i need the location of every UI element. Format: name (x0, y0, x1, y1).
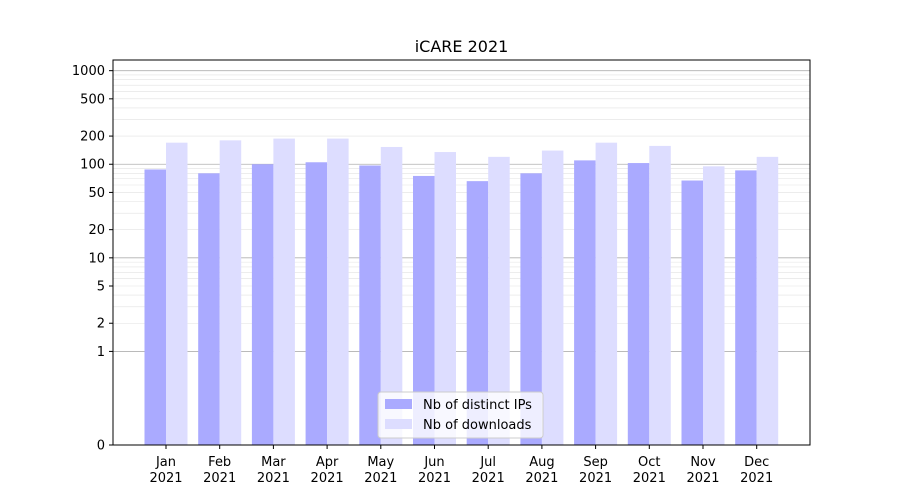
x-tick-label: Oct 2021 (633, 455, 666, 486)
y-tick-label: 500 (80, 92, 105, 107)
bar-downloads-8 (595, 142, 618, 445)
y-tick-label: 5 (97, 280, 105, 295)
bar-distinct-ips-1 (198, 173, 220, 445)
bar-distinct-ips-2 (251, 164, 274, 445)
chart-title: iCARE 2021 (415, 37, 509, 56)
bar-downloads-7 (541, 150, 564, 445)
y-tick-label: 10 (88, 251, 105, 266)
bar-distinct-ips-10 (681, 180, 703, 446)
x-axis: Jan 2021 Feb 2021 Mar 2021 Apr 2021 May 2021 Jun 20… (149, 445, 773, 486)
x-tick-label: Aug 2021 (525, 455, 558, 486)
bar-downloads-10 (703, 166, 725, 445)
legend-label: Nb of distinct IPs (423, 398, 532, 413)
bars (144, 138, 779, 446)
x-tick-label: Jun 2021 (418, 455, 451, 486)
x-tick-label: Apr 2021 (311, 455, 344, 486)
bar-downloads-2 (273, 138, 295, 445)
bar-distinct-ips-6 (466, 181, 489, 445)
x-tick-label: May 2021 (364, 455, 397, 486)
bar-distinct-ips-9 (627, 163, 650, 445)
y-tick-label: 2 (97, 317, 105, 332)
y-tick-label: 100 (80, 158, 105, 173)
plot-frame (112, 59, 811, 446)
bar-distinct-ips-4 (359, 165, 381, 446)
x-tick-label: Jan 2021 (149, 455, 182, 486)
y-tick-label: 50 (88, 186, 105, 201)
bar-downloads-11 (756, 156, 779, 446)
bar-distinct-ips-5 (413, 175, 435, 445)
bar-downloads-5 (434, 152, 456, 445)
y-tick-label: 1000 (72, 64, 105, 79)
legend: Nb of distinct IPs Nb of downloads (377, 391, 544, 439)
y-axis: 0 1 2 5 10 20 50 100 200 500 1000 (72, 64, 113, 454)
x-tick-label: Sep 2021 (579, 455, 612, 486)
bar-downloads-4 (380, 146, 403, 446)
y-tick-label: 200 (80, 130, 105, 145)
bar-distinct-ips-7 (520, 173, 542, 445)
bar-downloads-3 (327, 138, 349, 445)
x-tick-label: Dec 2021 (740, 455, 773, 486)
y-tick-label: 0 (97, 439, 105, 454)
legend-box (377, 391, 544, 439)
bar-distinct-ips-3 (305, 162, 328, 446)
y-tick-label: 1 (97, 345, 105, 360)
x-tick-label: Nov 2021 (686, 455, 719, 486)
bar-downloads-6 (488, 156, 510, 446)
x-tick-label: Mar 2021 (257, 455, 290, 486)
legend-swatch (385, 419, 412, 429)
bar-distinct-ips-11 (735, 170, 757, 445)
bar-distinct-ips-0 (144, 169, 166, 446)
legend-swatch (385, 399, 412, 409)
legend-label: Nb of downloads (423, 418, 532, 433)
y-tick-label: 20 (88, 223, 105, 238)
bar-downloads-9 (649, 145, 671, 445)
bar-distinct-ips-8 (574, 160, 596, 445)
bar-downloads-1 (219, 140, 242, 445)
x-tick-label: Feb 2021 (203, 455, 236, 486)
bar-downloads-0 (166, 142, 188, 445)
x-tick-label: Jul 2021 (472, 455, 505, 486)
